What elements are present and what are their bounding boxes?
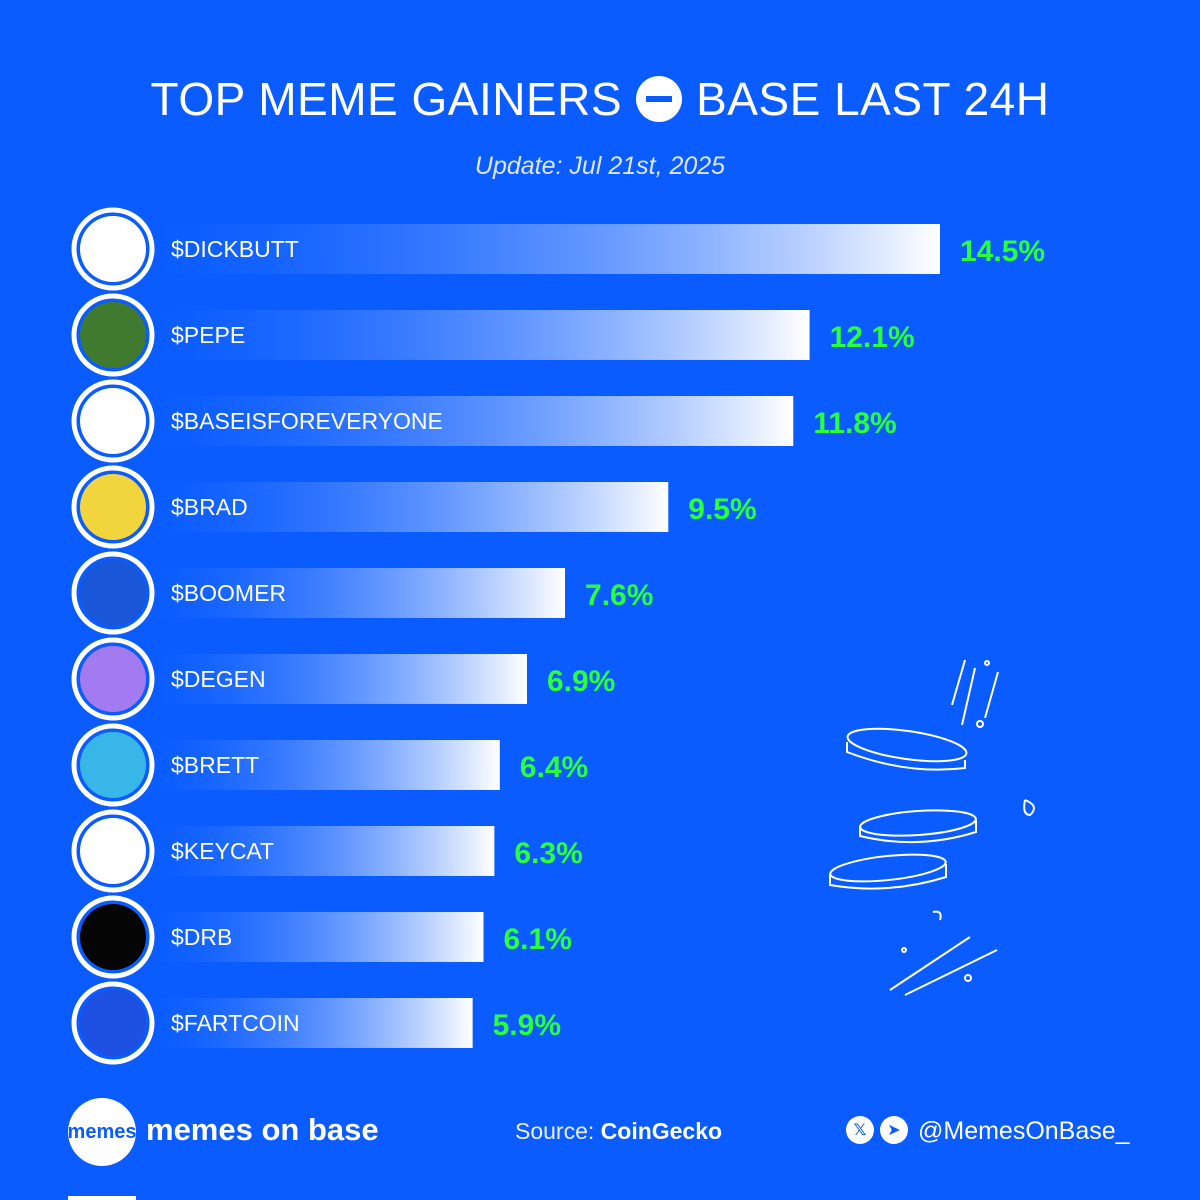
dickbutt-icon [71, 207, 155, 291]
brad-icon [71, 465, 155, 549]
drb-icon [71, 895, 155, 979]
category-label: $KEYCAT [171, 838, 274, 864]
bar [152, 310, 810, 360]
value-label: 12.1% [830, 321, 915, 354]
bar [152, 826, 495, 876]
category-label: $BASEISFOREVERYONE [171, 408, 443, 434]
category-label: $DICKBUTT [171, 236, 299, 262]
brett-icon [71, 723, 155, 807]
category-label: $BRAD [171, 494, 248, 520]
value-label: 7.6% [585, 579, 653, 612]
value-label: 14.5% [960, 235, 1045, 268]
fartcoin-icon [71, 981, 155, 1065]
base-logo-icon [636, 76, 683, 122]
degen-hat-icon [71, 637, 155, 721]
source-name: CoinGecko [600, 1118, 723, 1144]
bar [152, 482, 669, 532]
bar [152, 740, 500, 790]
bar [152, 568, 566, 618]
bar [152, 654, 527, 704]
coins-illustration [829, 659, 1035, 996]
chart-title: TOP MEME GAINERS BASE LAST 24H [0, 72, 1200, 126]
bar [152, 224, 940, 274]
bar [152, 912, 484, 962]
category-label: $BOOMER [171, 580, 286, 606]
value-label: 6.9% [547, 665, 615, 698]
value-label: 11.8% [813, 407, 896, 440]
source-credit: Source: CoinGecko [515, 1118, 722, 1145]
x-icon[interactable]: 𝕏 [846, 1116, 874, 1144]
category-label: $BRETT [171, 752, 259, 778]
cropped-divider [68, 1196, 136, 1200]
category-label: $DEGEN [171, 666, 266, 692]
category-label: $PEPE [171, 322, 245, 348]
value-label: 6.1% [504, 923, 572, 956]
value-label: 5.9% [493, 1009, 561, 1042]
base-cap-icon [71, 379, 155, 463]
value-label: 6.3% [514, 837, 582, 870]
footer: memes memes on base Source: CoinGecko 𝕏 … [0, 1098, 1200, 1168]
value-label: 9.5% [688, 493, 756, 526]
category-label: $DRB [171, 924, 232, 950]
telegram-icon[interactable]: ➤ [880, 1116, 908, 1144]
update-date: Update: Jul 21st, 2025 [474, 152, 726, 180]
cropped-footer-strip [0, 1192, 1200, 1200]
title-right: BASE LAST 24H [696, 73, 1050, 125]
boomer-icon [71, 551, 155, 635]
pepe-icon [71, 293, 155, 377]
social-handle[interactable]: @MemesOnBase_ [918, 1117, 1130, 1145]
brand-name: memes on base [146, 1112, 379, 1147]
bar [152, 998, 473, 1048]
title-left: TOP MEME GAINERS [150, 73, 623, 125]
category-label: $FARTCOIN [171, 1010, 300, 1036]
value-label: 6.4% [520, 751, 588, 784]
memes-logo: memes [68, 1098, 136, 1166]
keycat-icon [71, 809, 155, 893]
bar [152, 396, 794, 446]
source-label: Source: [515, 1118, 595, 1144]
